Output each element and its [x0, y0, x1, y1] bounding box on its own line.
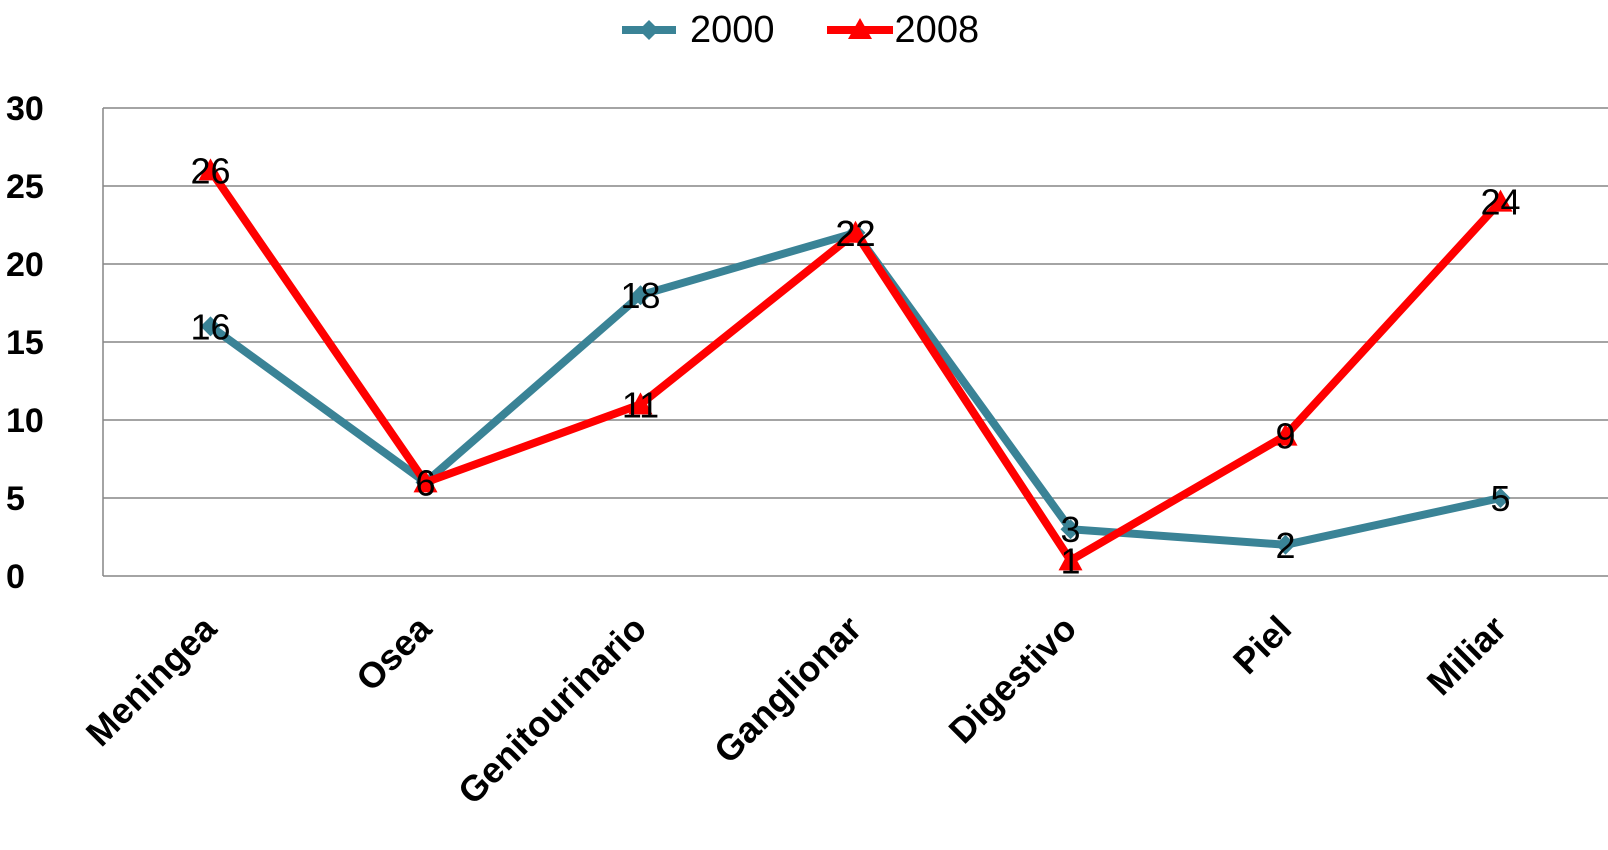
y-tick-label-20: 20: [6, 246, 44, 284]
data-label-2008-4: 1: [1060, 540, 1080, 581]
y-tick-label-10: 10: [6, 402, 44, 440]
marker-2008-6: [1488, 189, 1513, 212]
y-tick-label-0: 0: [6, 558, 25, 596]
legend-marker-2000: [622, 20, 676, 40]
marker-2008-1: [413, 470, 438, 493]
data-label-2000-5: 2: [1275, 525, 1295, 566]
y-tick-label-15: 15: [6, 324, 44, 362]
marker-2000-2: [630, 285, 651, 306]
data-label-2008-0: 26: [190, 150, 230, 191]
legend-label-2000: 2000: [690, 8, 775, 51]
legend-label-2008: 2008: [894, 8, 980, 51]
marker-2000-0: [200, 316, 221, 337]
data-label-2000-0: 16: [190, 306, 230, 347]
data-label-2000-4: 3: [1060, 509, 1080, 550]
legend-item-2008: 2008: [825, 8, 980, 52]
x-tick-label-osea: Osea: [348, 607, 440, 699]
data-label-2008-2: 11: [622, 384, 659, 425]
y-tick-label-30: 30: [6, 90, 44, 128]
marker-2008-2: [628, 392, 653, 415]
legend-item-2000: 2000: [620, 9, 775, 52]
data-label-2000-6: 5: [1490, 478, 1510, 519]
marker-2008-5: [1273, 423, 1298, 446]
marker-2000-4: [1060, 519, 1081, 540]
marker-2000-6: [1490, 488, 1511, 508]
data-label-2008-5: 9: [1275, 416, 1295, 457]
x-tick-label-ganglionar: Ganglionar: [706, 608, 869, 771]
x-tick-label-digestivo: Digestivo: [941, 608, 1085, 752]
marker-2008-4: [1058, 548, 1083, 571]
legend: 2000 2008: [620, 8, 989, 52]
data-label-2008-6: 24: [1480, 182, 1520, 223]
data-label-2000-2: 18: [620, 275, 660, 316]
data-label-2008-1: 6: [415, 462, 435, 503]
y-tick-label-25: 25: [6, 168, 44, 206]
y-tick-label-5: 5: [6, 480, 25, 518]
x-tick-label-genitourinario: Genitourinario: [450, 608, 654, 812]
marker-2008-0: [198, 158, 223, 181]
x-tick-label-piel: Piel: [1225, 608, 1299, 682]
legend-marker-2008: [826, 18, 893, 39]
marker-2000-5: [1275, 534, 1296, 555]
data-label-2008-3: 22: [835, 213, 875, 254]
x-tick-label-meningea: Meningea: [78, 607, 225, 754]
x-tick-label-miliar: Miliar: [1419, 608, 1514, 703]
marker-2008-3: [843, 220, 868, 243]
